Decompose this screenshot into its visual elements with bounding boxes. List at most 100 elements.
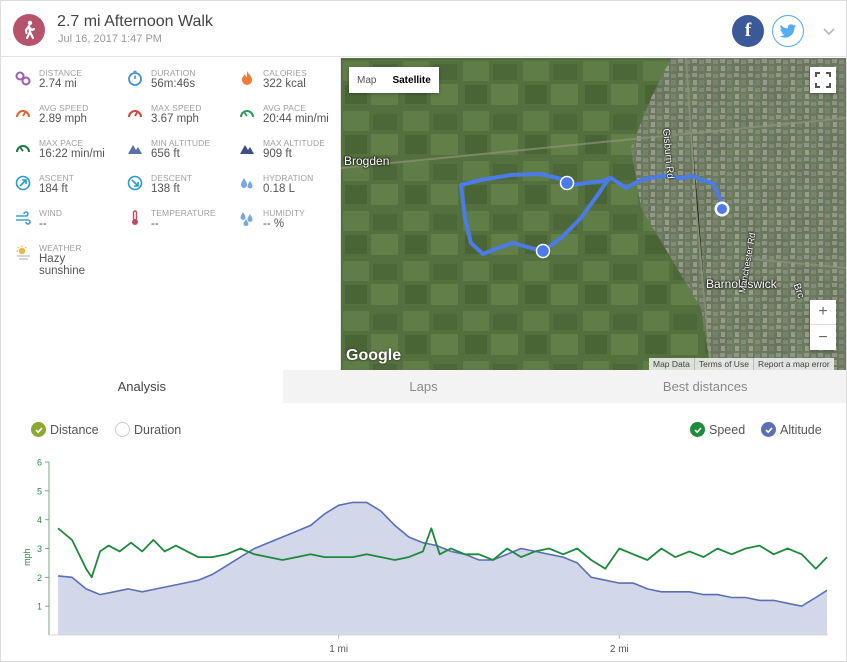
page-title: 2.7 mi Afternoon Walk (57, 13, 213, 30)
stat-min-altitude: MIN ALTITUDE 656 ft (127, 138, 239, 172)
check-circle-icon (761, 422, 776, 437)
stat-value: 3.67 mph (151, 113, 199, 125)
map-label-barnoldswick: Barnoldswick (706, 277, 777, 291)
pace-gauge-icon (16, 145, 30, 153)
series-speed-toggle[interactable]: Speed (690, 422, 745, 437)
start-marker[interactable] (714, 201, 730, 217)
stat-weather: WEATHER Hazy sunshine (15, 243, 127, 277)
stats-panel: DISTANCE 2.74 mi DURATION 56m:46s CALORIES 32… (1, 58, 341, 370)
stat-value: 656 ft (151, 148, 180, 160)
stat-ascent: ASCENT 184 ft (15, 173, 127, 207)
sun-haze-icon (16, 245, 30, 260)
google-logo: Google (346, 347, 402, 364)
x-tick-label: 1 mi (329, 644, 348, 655)
y-tick-label: 5 (37, 486, 42, 496)
stat-label: WEATHER (39, 243, 82, 253)
stat-avg-speed: AVG SPEED 2.89 mph (15, 103, 127, 137)
tab-laps[interactable]: Laps (409, 379, 438, 394)
stat-value: 20:44 min/mi (263, 113, 329, 125)
stat-value: -- (39, 218, 47, 230)
stat-value: 138 ft (151, 183, 180, 195)
stat-label: DISTANCE (39, 68, 83, 78)
humidity-drops-icon (240, 212, 253, 226)
stat-value: 16:22 min/mi (39, 148, 105, 160)
stat-value: -- % (263, 218, 285, 230)
y-tick-label: 2 (37, 573, 42, 583)
route-map[interactable]: Brogden Gisburn Rd Barnoldswick Manchest… (341, 58, 846, 370)
stat-value: -- (151, 218, 159, 230)
stat-label: DURATION (151, 68, 196, 78)
y-tick-label: 4 (37, 515, 42, 525)
analysis-tabs: Analysis Laps Best distances (1, 370, 846, 403)
stat-temperature: TEMPERATURE -- (127, 208, 239, 242)
route-marker[interactable] (535, 243, 551, 259)
stat-value: 0.18 L (263, 183, 295, 195)
pace-gauge-icon (240, 110, 254, 118)
stat-value: 909 ft (263, 148, 292, 160)
fullscreen-icon (815, 72, 831, 88)
mountain-icon (128, 145, 142, 154)
altitude-series-label: Altitude (780, 422, 822, 437)
zoom-out-button[interactable]: − (818, 328, 828, 346)
fullscreen-button[interactable] (810, 67, 836, 93)
terms-of-use-link[interactable]: Terms of Use (693, 358, 753, 370)
altitude-line[interactable] (57, 501, 828, 608)
x-axis-duration-option[interactable]: Duration (115, 422, 181, 437)
route-marker[interactable] (559, 175, 575, 191)
duration-option-label: Duration (134, 422, 182, 437)
stat-value: 322 kcal (263, 78, 306, 90)
map-footer: Map Data Terms of Use Report a map error (649, 358, 834, 370)
ascent-arrow-icon (15, 175, 31, 191)
stat-label: HYDRATION (263, 173, 314, 183)
x-axis-distance-option[interactable]: Distance (31, 422, 99, 437)
stat-label: AVG SPEED (39, 103, 89, 113)
stat-avg-pace: AVG PACE 20:44 min/mi (239, 103, 351, 137)
stat-hydration: HYDRATION 0.18 L (239, 173, 351, 207)
stat-distance: DISTANCE 2.74 mi (15, 68, 127, 102)
satellite-view-button[interactable]: Satellite (392, 74, 431, 86)
stat-calories: CALORIES 322 kcal (239, 68, 351, 102)
stat-label: DESCENT (151, 173, 193, 183)
map-label-brogden: Brogden (344, 154, 390, 168)
stat-value: 2.74 mi (39, 78, 77, 90)
y-tick-label: 3 (37, 544, 42, 554)
water-drops-icon (241, 178, 253, 189)
series-altitude-toggle[interactable]: Altitude (761, 422, 822, 437)
activity-datetime: Jul 16, 2017 1:47 PM (58, 33, 162, 45)
y-axis-label: mph (22, 548, 32, 566)
map-view-button[interactable]: Map (357, 74, 377, 86)
twitter-share-button[interactable] (772, 15, 804, 47)
stat-wind: WIND -- (15, 208, 127, 242)
satellite-imagery (341, 58, 846, 370)
flame-icon (242, 71, 252, 85)
facebook-share-button[interactable]: f (732, 15, 764, 47)
check-circle-icon (31, 422, 46, 437)
y-tick-label: 6 (37, 458, 42, 468)
speed-line[interactable] (57, 527, 828, 579)
tab-best-distances[interactable]: Best distances (662, 379, 748, 394)
stat-label: CALORIES (263, 68, 307, 78)
report-map-error-link[interactable]: Report a map error (752, 358, 834, 370)
y-tick-label: 1 (37, 602, 42, 612)
stat-duration: DURATION 56m:46s (127, 68, 239, 102)
stat-label: TEMPERATURE (151, 208, 216, 218)
tab-analysis[interactable]: Analysis (1, 370, 283, 403)
stat-max-altitude: MAX ALTITUDE 909 ft (239, 138, 351, 172)
stat-label: HUMIDITY (263, 208, 305, 218)
chevron-down-icon[interactable] (821, 23, 837, 39)
thermometer-icon (132, 210, 138, 225)
zoom-in-button[interactable]: + (810, 300, 836, 325)
map-data-link[interactable]: Map Data (653, 359, 690, 369)
stat-max-pace: MAX PACE 16:22 min/mi (15, 138, 127, 172)
map-type-toggle: Map Satellite (349, 67, 439, 93)
stat-descent: DESCENT 138 ft (127, 173, 239, 207)
stopwatch-icon (128, 70, 142, 86)
x-tick-label: 2 mi (610, 644, 629, 655)
altitude-area (58, 502, 827, 635)
stat-label: MIN ALTITUDE (151, 138, 211, 148)
stat-label: WIND (39, 208, 63, 218)
stat-label: MAX ALTITUDE (263, 138, 325, 148)
speed-altitude-chart[interactable]: 1 2 3 4 5 6 mph 1 mi 2 mi (1, 449, 846, 661)
stat-max-speed: MAX SPEED 3.67 mph (127, 103, 239, 137)
